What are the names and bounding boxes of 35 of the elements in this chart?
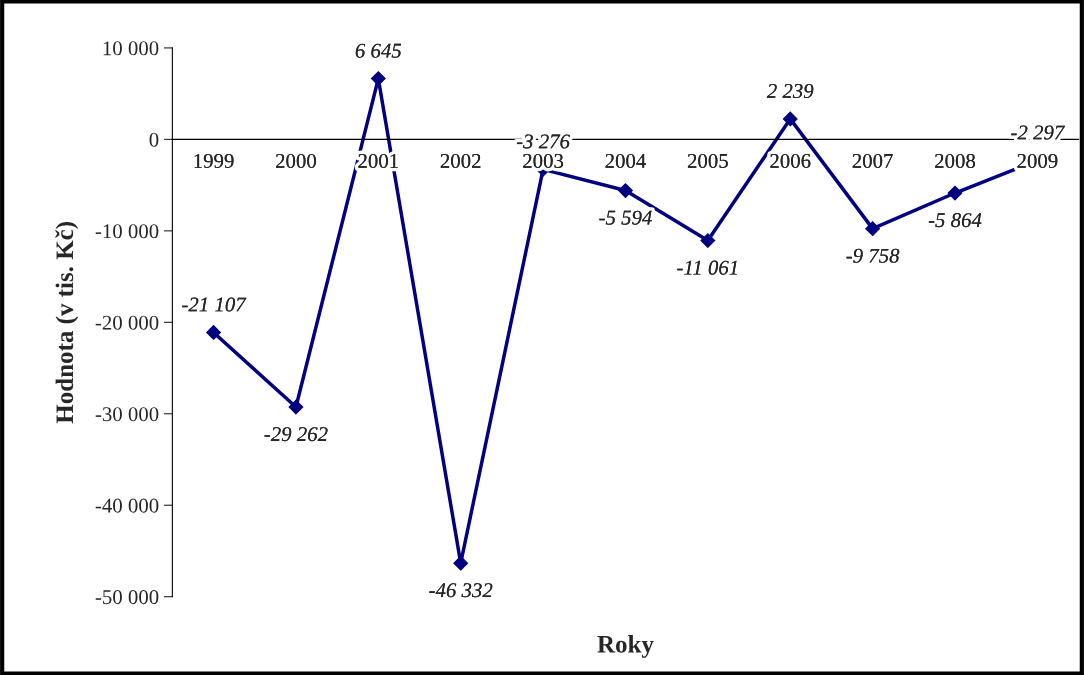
data-label: -5 864 xyxy=(928,213,982,228)
point xyxy=(288,399,304,415)
y-tick-label: 10 000 xyxy=(103,41,159,56)
y-tick-label: 0 xyxy=(149,132,159,147)
y-tick-label: -10 000 xyxy=(95,224,159,239)
point xyxy=(206,325,221,340)
data-label: -2 297 xyxy=(1011,125,1066,140)
x-axis-title: Roky xyxy=(597,635,654,658)
x-tick-label: 2002 xyxy=(440,153,481,168)
data-label: -5 594 xyxy=(599,210,652,225)
x-tick-label: 2005 xyxy=(687,153,728,168)
x-tick-label: 2008 xyxy=(935,153,976,168)
data-label: -21 107 xyxy=(182,297,247,312)
x-tick-label: 1999 xyxy=(194,153,234,168)
data-label: -46 332 xyxy=(429,583,493,598)
point xyxy=(782,111,798,127)
point xyxy=(865,221,881,237)
y-tick-label: -20 000 xyxy=(95,315,159,330)
y-axis-title: Hodnota (v tis. Kč) xyxy=(55,222,79,424)
data-label: -9 758 xyxy=(846,248,900,263)
data-label: -29 262 xyxy=(264,427,328,442)
x-tick-label: 2004 xyxy=(605,153,646,168)
point xyxy=(618,183,633,198)
x-tick-label: 2000 xyxy=(276,153,316,168)
x-tick-label: 2006 xyxy=(770,153,811,168)
y-tick-label: -50 000 xyxy=(95,590,159,605)
point xyxy=(947,185,963,201)
y-tick-label: -30 000 xyxy=(95,407,159,422)
data-label: -11 061 xyxy=(677,260,737,275)
x-tick-label: 2007 xyxy=(852,153,893,168)
data-label: 2 239 xyxy=(766,84,814,99)
data-label: 6 645 xyxy=(355,43,402,58)
point xyxy=(700,233,716,248)
y-tick-label: -40 000 xyxy=(95,498,159,513)
x-tick-label: 2003 xyxy=(523,153,564,168)
